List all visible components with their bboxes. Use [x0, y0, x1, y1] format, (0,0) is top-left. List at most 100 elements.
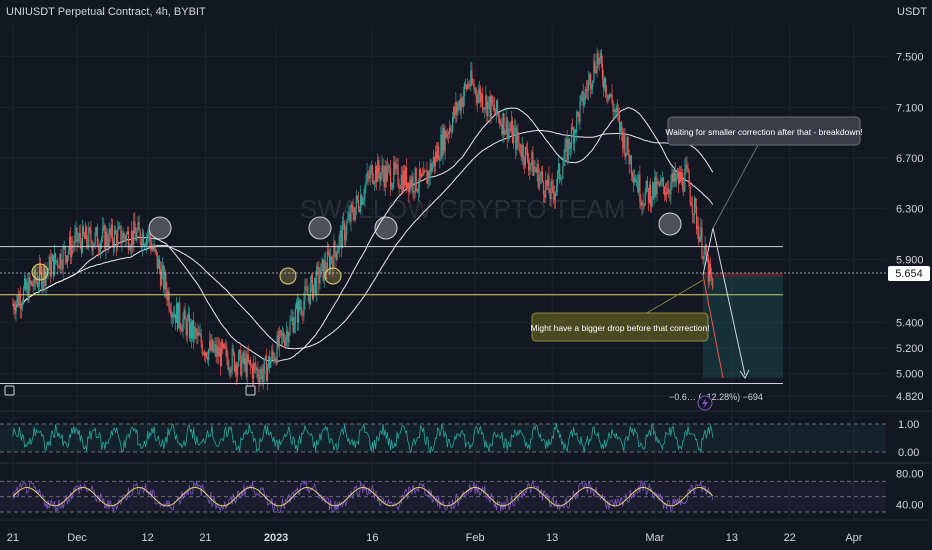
candle-body: [386, 166, 388, 182]
candle-body: [480, 94, 483, 102]
candle-body: [340, 230, 342, 249]
candle-body: [519, 143, 521, 153]
candle-body: [301, 307, 303, 314]
candle-body: [484, 108, 486, 109]
candle-body: [119, 225, 121, 227]
candle-body: [376, 166, 378, 182]
candle-body: [74, 234, 76, 246]
candle-body: [562, 166, 564, 179]
candle-body: [569, 148, 571, 149]
candle-body: [85, 226, 87, 239]
candle-body: [181, 329, 183, 332]
candle-body: [637, 181, 639, 192]
candle-body: [591, 86, 593, 90]
candle-body: [529, 165, 531, 171]
candle-body: [68, 236, 71, 251]
candle-body: [437, 146, 439, 159]
candle-body: [504, 130, 506, 135]
candle-body: [399, 188, 401, 189]
touch-marker-white: [374, 216, 398, 240]
candle-body: [430, 163, 432, 172]
candle-body: [362, 199, 364, 205]
candle-body: [587, 80, 590, 91]
candle-body: [478, 88, 480, 95]
candle-body: [163, 265, 165, 290]
moving-average-line: [12, 129, 714, 350]
candle-body: [434, 151, 437, 166]
candle-body: [655, 176, 657, 195]
candle-body: [443, 127, 445, 152]
annotation-bottom-box[interactable]: [531, 312, 709, 342]
candle-body: [338, 236, 340, 250]
candle-body: [258, 376, 260, 383]
candle-body: [411, 176, 413, 188]
candle-body: [245, 358, 247, 378]
candle-body: [105, 231, 107, 250]
candle-body: [315, 277, 317, 295]
candle-body: [544, 194, 546, 198]
candle-body: [313, 277, 316, 285]
candle-body: [317, 266, 319, 268]
candle-body: [590, 74, 592, 90]
candle-body: [262, 374, 264, 382]
candle-body: [631, 173, 633, 177]
candle-body: [40, 264, 42, 270]
candle-body: [624, 132, 626, 157]
candle-body: [613, 109, 615, 113]
candle-body: [134, 221, 136, 234]
candle-body: [345, 234, 347, 241]
lightning-icon-glyph: [702, 398, 708, 409]
candle-body: [546, 180, 548, 186]
candle-body: [32, 286, 34, 287]
candle-body: [302, 313, 304, 316]
candle-body: [489, 96, 491, 118]
candle-body: [106, 231, 108, 244]
candle-body: [140, 241, 142, 247]
annotation-top-box[interactable]: [667, 116, 861, 146]
candle-body: [374, 166, 377, 183]
candle-body: [254, 363, 256, 365]
candle-body: [14, 309, 16, 314]
candle-body: [153, 245, 155, 250]
candle-body: [674, 169, 676, 182]
candle-body: [449, 127, 452, 131]
candle-body: [465, 85, 468, 90]
candle-body: [607, 95, 609, 100]
candle-body: [179, 302, 181, 326]
candle-body: [102, 227, 104, 239]
osc1-line: [12, 422, 714, 454]
candle-body: [259, 374, 261, 383]
candle-body: [403, 170, 406, 186]
x-tick-label: 21: [7, 532, 19, 544]
candle-body: [197, 332, 199, 337]
candle-body: [653, 182, 655, 197]
x-tick-label: Dec: [67, 532, 87, 544]
thumbs-up-icon[interactable]: [4, 385, 15, 396]
candle-body: [55, 253, 57, 262]
candle-body: [173, 314, 176, 318]
candle-body: [596, 53, 598, 73]
candle-body: [337, 249, 339, 254]
thumbs-up-icon[interactable]: [245, 385, 256, 396]
candle-body: [549, 193, 551, 200]
candle-body: [681, 172, 683, 182]
candle-body: [550, 181, 552, 200]
candle-body: [31, 281, 33, 287]
candle-body: [675, 176, 677, 182]
candle-body: [101, 238, 103, 243]
candle-body: [332, 260, 334, 269]
candle-body: [528, 160, 530, 171]
candle-body: [606, 93, 608, 96]
candle-body: [418, 168, 421, 189]
candle-body: [398, 185, 400, 189]
candle-body: [427, 171, 429, 184]
candle-body: [395, 164, 397, 170]
candle-body: [673, 169, 675, 182]
candle-body: [526, 149, 529, 161]
candle-body: [639, 174, 641, 202]
candle-body: [501, 124, 503, 134]
candle-body: [651, 199, 653, 207]
candle-body: [18, 295, 20, 306]
candle-body: [416, 190, 418, 192]
